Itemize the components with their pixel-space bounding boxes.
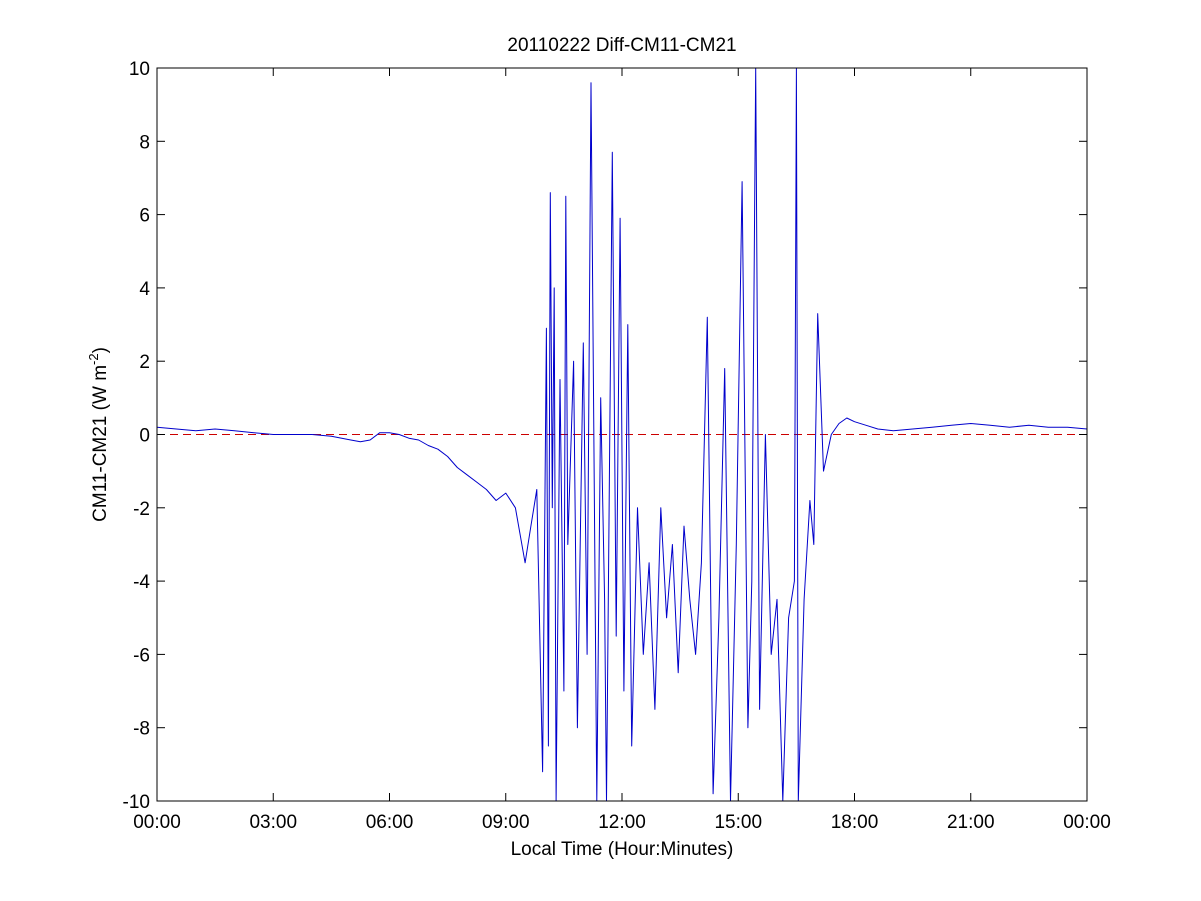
y-axis-ticks: -10 -8 -6 -4 -2 0 2 4 6 8 10 <box>123 59 1087 813</box>
y-axis-label-close: ) <box>90 347 111 353</box>
x-tick-label: 18:00 <box>831 812 879 833</box>
y-tick-label: 0 <box>139 426 150 447</box>
y-tick-label: 10 <box>129 59 150 80</box>
x-tick-label: 09:00 <box>482 812 530 833</box>
y-tick-label: 4 <box>139 279 150 300</box>
x-tick-label: 00:00 <box>1063 812 1111 833</box>
x-axis-label: Local Time (Hour:Minutes) <box>511 839 734 860</box>
y-tick-label: -2 <box>133 499 150 520</box>
y-tick-label: 8 <box>139 132 150 153</box>
x-tick-label: 03:00 <box>249 812 297 833</box>
series-line <box>157 68 1087 801</box>
y-tick-label: 6 <box>139 206 150 227</box>
y-axis-label-main: CM11-CM21 (W m <box>90 365 111 522</box>
y-tick-label: 2 <box>139 352 150 373</box>
y-tick-label: -8 <box>133 719 150 740</box>
x-tick-label: 00:00 <box>133 812 181 833</box>
x-tick-label: 06:00 <box>366 812 414 833</box>
y-axis-label: CM11-CM21 (W m-2) <box>86 347 111 522</box>
x-tick-label: 12:00 <box>598 812 646 833</box>
y-axis-label-exponent: -2 <box>86 353 101 365</box>
x-axis-ticks: 00:00 03:00 06:00 09:00 12:00 15:00 18:00 21:00… <box>133 68 1111 833</box>
x-tick-label: 21:00 <box>947 812 995 833</box>
x-tick-label: 15:00 <box>714 812 762 833</box>
chart-title: 20110222 Diff-CM11-CM21 <box>507 35 736 56</box>
series-group <box>157 68 1087 801</box>
y-tick-label: -10 <box>123 792 150 813</box>
y-tick-label: -4 <box>133 572 150 593</box>
y-tick-label: -6 <box>133 645 150 666</box>
